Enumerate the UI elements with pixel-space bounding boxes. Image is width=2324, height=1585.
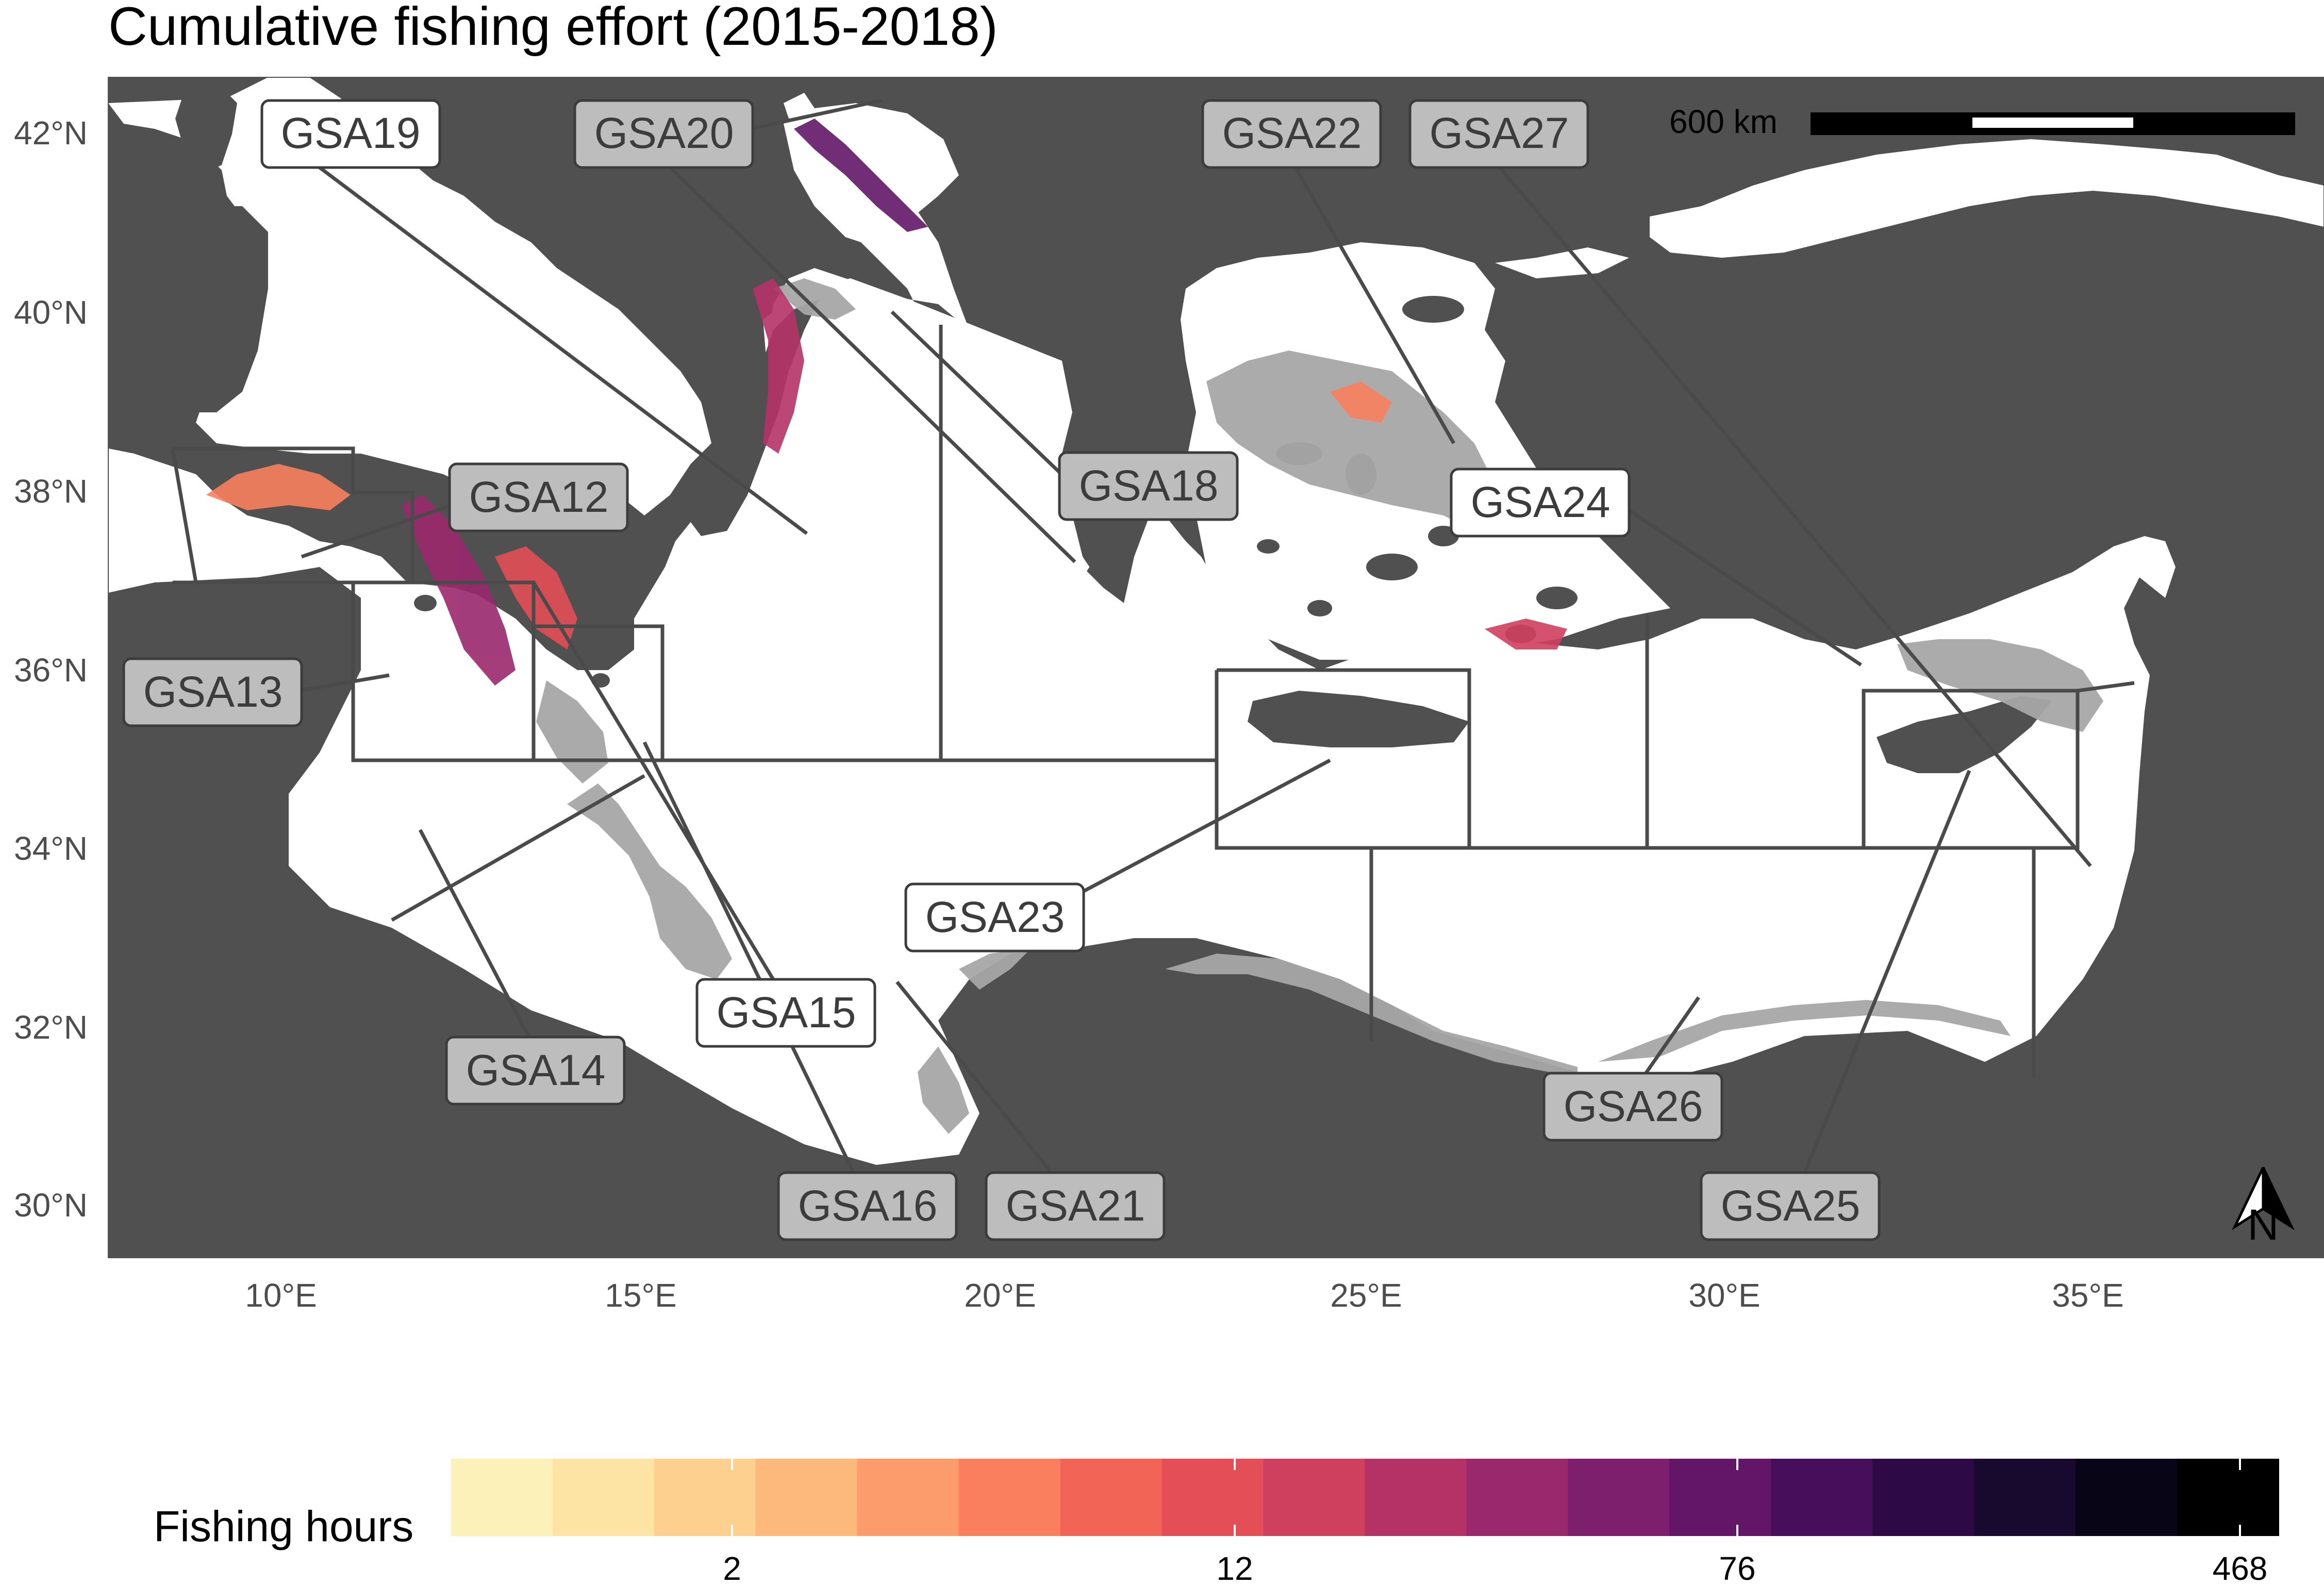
gsa-label-gsa18: GSA18 <box>1058 451 1239 521</box>
island-crete <box>1248 691 1469 747</box>
legend-color-step <box>1263 1459 1366 1536</box>
legend-color-step <box>1466 1459 1569 1536</box>
legend-color-step <box>451 1459 553 1536</box>
sea-black <box>1650 139 2324 258</box>
gsa-label-gsa23: GSA23 <box>904 882 1085 953</box>
scale-bar-label: 600 km <box>1669 103 1778 140</box>
island-cyprus <box>1877 696 2052 773</box>
fishing-hotspots <box>206 119 1567 686</box>
lat-label: 30°N <box>14 1187 88 1224</box>
lat-label: 36°N <box>14 652 88 689</box>
gsa-label-text: GSA14 <box>466 1046 606 1094</box>
legend-color-step <box>1060 1459 1163 1536</box>
legend-color-step <box>2076 1459 2178 1536</box>
legend-colorbar <box>451 1459 2279 1536</box>
legend-color-step <box>1771 1459 1873 1536</box>
legend-color-step <box>958 1459 1061 1536</box>
lon-label: 20°E <box>964 1277 1036 1314</box>
island-corsica <box>175 82 237 175</box>
map-panel <box>108 77 2324 1258</box>
legend-title: Fishing hours <box>154 1502 413 1550</box>
gsa-label-text: GSA27 <box>1430 109 1569 157</box>
gsa-label-text: GSA25 <box>1721 1181 1861 1230</box>
lat-label: 38°N <box>14 473 88 510</box>
gsa-label-text: GSA20 <box>594 109 734 157</box>
sea-ionian <box>763 278 1103 577</box>
gsa-label-text: GSA22 <box>1222 109 1362 157</box>
gsa-label-text: GSA18 <box>1079 461 1219 510</box>
sea-body <box>108 93 2176 1165</box>
lat-label: 34°N <box>14 830 88 867</box>
gsa-label-gsa27: GSA27 <box>1408 99 1589 169</box>
gsa-label-gsa15: GSA15 <box>695 978 876 1048</box>
north-arrow-label: N <box>2248 1200 2279 1249</box>
lat-label: 32°N <box>14 1009 88 1046</box>
gsa-label-gsa19: GSA19 <box>260 99 441 169</box>
island-pantelleria <box>414 595 437 611</box>
legend-tick-label: 468 <box>2213 1550 2268 1585</box>
map-frame <box>108 77 2324 1258</box>
legend-color-step <box>1974 1459 2077 1536</box>
sea-marmara <box>1495 247 1629 278</box>
map-title: Cumulative fishing effort (2015-2018) <box>108 0 998 57</box>
legend-ticks <box>731 1459 2241 1536</box>
legend-color-step <box>755 1459 858 1536</box>
gsa-label-text: GSA12 <box>469 473 609 521</box>
lon-label: 35°E <box>2052 1277 2123 1314</box>
island-sardinia <box>144 206 268 412</box>
legend-color-step <box>552 1459 655 1536</box>
lat-label: 42°N <box>14 114 88 152</box>
gsa-label-gsa21: GSA21 <box>985 1171 1166 1241</box>
gsa-boundaries <box>171 325 2135 1077</box>
legend-tick-label: 2 <box>723 1550 741 1585</box>
gsa-label-group: GSA19 GSA20 GSA22 GSA27 GSA12 GSA18 GSA2… <box>122 99 1881 1241</box>
gsa-label-text: GSA21 <box>1006 1181 1146 1230</box>
lon-label: 15°E <box>605 1277 676 1314</box>
legend-color-step <box>1872 1459 1975 1536</box>
legend-color-step <box>857 1459 959 1536</box>
gsa-label-gsa13: GSA13 <box>122 657 303 727</box>
legend: Fishing hours 2 12 76 468 <box>154 1459 2279 1585</box>
lat-axis: 42°N 40°N 38°N 36°N 34°N 32°N 30°N <box>14 114 88 1224</box>
gsa-label-gsa24: GSA24 <box>1450 468 1631 538</box>
gsa-label-text: GSA13 <box>143 668 283 716</box>
gsa-label-text: GSA15 <box>717 988 856 1037</box>
gsa-label-gsa12: GSA12 <box>448 462 629 532</box>
sea-tyrrhenian <box>108 77 711 515</box>
gsa-label-gsa16: GSA16 <box>777 1171 958 1241</box>
gsa-label-gsa25: GSA25 <box>1700 1171 1881 1241</box>
legend-color-step <box>1568 1459 1670 1536</box>
gsa-label-gsa20: GSA20 <box>573 99 754 169</box>
lon-axis: 10°E 15°E 20°E 25°E 30°E 35°E <box>245 1277 2123 1314</box>
gsa-label-gsa14: GSA14 <box>445 1036 626 1106</box>
legend-tick-label: 76 <box>1719 1550 1755 1585</box>
legend-color-step <box>2177 1459 2279 1536</box>
north-arrow: N <box>2231 1166 2295 1249</box>
gsa-label-text: GSA26 <box>1564 1082 1703 1130</box>
lon-label: 25°E <box>1330 1277 1402 1314</box>
legend-tick-label: 12 <box>1216 1550 1253 1585</box>
legend-color-step <box>654 1459 756 1536</box>
leader-lines <box>298 98 2092 1200</box>
lon-label: 30°E <box>1688 1277 1760 1314</box>
gsa-label-text: GSA16 <box>798 1181 938 1230</box>
gsa-label-text: GSA23 <box>925 893 1065 941</box>
gsa-label-gsa22: GSA22 <box>1201 99 1382 169</box>
scale-bar: 600 km <box>1669 103 2295 140</box>
gsa-label-text: GSA19 <box>281 109 421 157</box>
legend-color-step <box>1365 1459 1467 1536</box>
legend-color-step <box>1161 1459 1264 1536</box>
lon-label: 10°E <box>245 1277 317 1314</box>
legend-color-step <box>1669 1459 1772 1536</box>
gsa-label-text: GSA24 <box>1471 478 1611 526</box>
lat-label: 40°N <box>14 294 88 331</box>
gsa-label-gsa26: GSA26 <box>1542 1072 1723 1142</box>
